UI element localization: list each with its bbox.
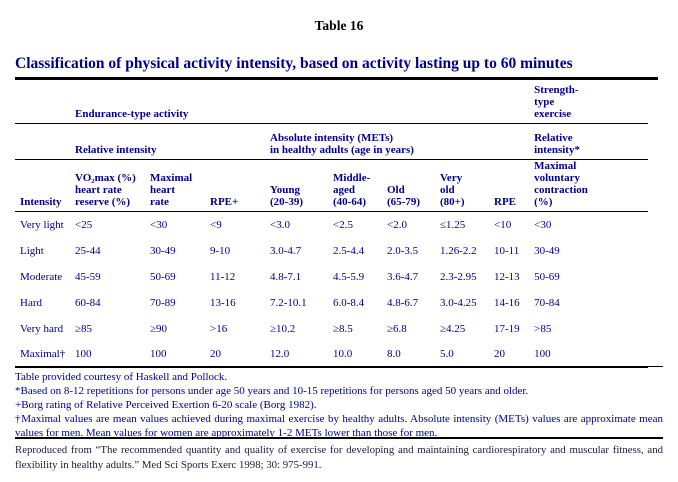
- group-header-row-2: Relative intensity Absolute intensity (M…: [15, 123, 649, 160]
- table-cell: 30-49: [534, 244, 560, 257]
- footnote-dagger: †Maximal values are mean values achieved…: [15, 413, 663, 439]
- column-header-young: Young (20-39): [270, 159, 333, 212]
- column-header-maximal-heart-rate: Maximal heart rate: [150, 159, 210, 212]
- table-cell: ≥8.5: [333, 322, 353, 335]
- table-cell: 70-84: [534, 296, 560, 309]
- table-cell: ≤1.25: [440, 218, 466, 231]
- table-cell: 7.2-10.1: [270, 296, 307, 309]
- column-header-old: Old (65-79): [387, 159, 440, 212]
- column-header-rpe-borg: RPE+: [210, 159, 270, 212]
- footnote-courtesy: Table provided courtesy of Haskell and P…: [15, 371, 228, 383]
- table-cell: <3.0: [270, 218, 290, 231]
- row-label-cell: Hard: [20, 296, 42, 309]
- table-cell: 2.5-4.4: [333, 244, 365, 257]
- footnote-asterisk: *Based on 8-12 repetitions for persons u…: [15, 385, 529, 397]
- subgroup-header-absolute-intensity: Absolute intensity (METs) in healthy adu…: [270, 123, 535, 160]
- table-number-label: Table 16: [314, 18, 364, 33]
- table-cell: 100: [75, 341, 150, 368]
- table-row-hard: Hard 60-84 70-89 13-16 7.2-10.1 6.0-8.4 …: [15, 290, 648, 316]
- row-label-cell: Maximal†: [15, 341, 75, 368]
- column-header-vo2max: VO₂max (%) heart rate reserve (%): [75, 159, 150, 212]
- table-cell: 50-69: [534, 270, 560, 283]
- table-cell: 3.0-4.7: [270, 244, 302, 257]
- table-cell: 60-84: [75, 296, 101, 309]
- table-cell: 100: [534, 341, 649, 368]
- subgroup-header-relative-intensity-strength: Relative intensity*: [534, 123, 649, 160]
- group-header-strength: Strength- type exercise: [534, 84, 649, 124]
- table-row-moderate: Moderate 45-59 50-69 11-12 4.8-7.1 4.5-5…: [15, 264, 648, 290]
- column-header-very-old: Very old (80+): [440, 159, 494, 212]
- table-cell: ≥6.8: [387, 322, 407, 335]
- table-cell: 17-19: [494, 322, 520, 335]
- subgroup-header-relative-intensity: Relative intensity: [75, 123, 270, 160]
- table-cell: 4.8-6.7: [387, 296, 419, 309]
- group-header-row-1: Endurance-type activity Strength- type e…: [15, 84, 649, 124]
- table-cell: 13-16: [210, 296, 236, 309]
- table-row-light: Light 25-44 30-49 9-10 3.0-4.7 2.5-4.4 2…: [15, 238, 648, 264]
- table-cell: 30-49: [150, 244, 176, 257]
- table-cell: <30: [534, 218, 552, 231]
- table-cell: 20: [210, 341, 270, 368]
- row-label-cell: Moderate: [20, 270, 63, 283]
- footnote-block: Table provided courtesy of Haskell and P…: [15, 366, 663, 440]
- table-cell: 45-59: [75, 270, 101, 283]
- table-row-very-hard: Very hard ≥85 ≥90 >16 ≥10.2 ≥8.5 ≥6.8 ≥4…: [15, 316, 648, 342]
- row-label-cell: Very light: [20, 218, 64, 231]
- table-cell: ≥90: [150, 322, 168, 335]
- table-cell: 8.0: [387, 341, 440, 368]
- table-cell: 5.0: [440, 341, 494, 368]
- table-cell: <30: [150, 218, 168, 231]
- table-cell: >85: [534, 322, 552, 335]
- table-cell: <10: [494, 218, 512, 231]
- table-cell: 6.0-8.4: [333, 296, 365, 309]
- table-cell: ≥85: [75, 322, 93, 335]
- table-cell: 20: [494, 341, 535, 368]
- table-cell: 50-69: [150, 270, 176, 283]
- group-header-endurance: Endurance-type activity: [75, 84, 535, 124]
- table-cell: 2.0-3.5: [387, 244, 419, 257]
- title-rule: [15, 77, 658, 80]
- table-cell: 10-11: [494, 244, 520, 257]
- table-cell: 70-89: [150, 296, 176, 309]
- table-cell: 100: [150, 341, 210, 368]
- table-cell: ≥10.2: [270, 322, 296, 335]
- row-label-cell: Light: [20, 244, 44, 257]
- row-label-cell: Very hard: [20, 322, 64, 335]
- table-cell: 10.0: [333, 341, 387, 368]
- column-header-row: Intensity VO₂max (%) heart rate reserve …: [15, 159, 649, 212]
- table-cell: 12-13: [494, 270, 520, 283]
- table-cell: ≥4.25: [440, 322, 466, 335]
- table-cell: <9: [210, 218, 222, 231]
- table-cell: 2.3-2.95: [440, 270, 477, 283]
- table-cell: 14-16: [494, 296, 520, 309]
- source-citation: Reproduced from “The recommended quantit…: [15, 437, 663, 473]
- table-cell: 3.6-4.7: [387, 270, 419, 283]
- intensity-classification-table: Endurance-type activity Strength- type e…: [15, 84, 649, 368]
- table-row-maximal: Maximal† 100 100 20 12.0 10.0 8.0 5.0 20…: [15, 341, 649, 368]
- table-cell: >16: [210, 322, 228, 335]
- table-cell: <2.0: [387, 218, 407, 231]
- column-header-rpe: RPE: [494, 159, 535, 212]
- table-cell: <2.5: [333, 218, 353, 231]
- table-cell: 3.0-4.25: [440, 296, 477, 309]
- table-row-very-light: Very light <25 <30 <9 <3.0 <2.5 <2.0 ≤1.…: [15, 212, 648, 238]
- table-cell: 4.5-5.9: [333, 270, 365, 283]
- table-cell: 1.26-2.2: [440, 244, 477, 257]
- table-cell: 25-44: [75, 244, 101, 257]
- table-cell: <25: [75, 218, 93, 231]
- table-cell: 9-10: [210, 244, 231, 257]
- table-cell: 4.8-7.1: [270, 270, 302, 283]
- column-header-intensity: Intensity: [15, 159, 75, 212]
- empty-corner-cell: [15, 84, 75, 124]
- column-header-middle-aged: Middle- aged (40-64): [333, 159, 387, 212]
- column-header-max-voluntary-contraction: Maximal voluntary contraction (%): [534, 159, 649, 212]
- page-title: Classification of physical activity inte…: [15, 55, 573, 72]
- table-cell: 11-12: [210, 270, 236, 283]
- empty-corner-cell: [15, 123, 75, 160]
- footnote-plus: +Borg rating of Relative Perceived Exert…: [15, 399, 317, 411]
- table-cell: 12.0: [270, 341, 333, 368]
